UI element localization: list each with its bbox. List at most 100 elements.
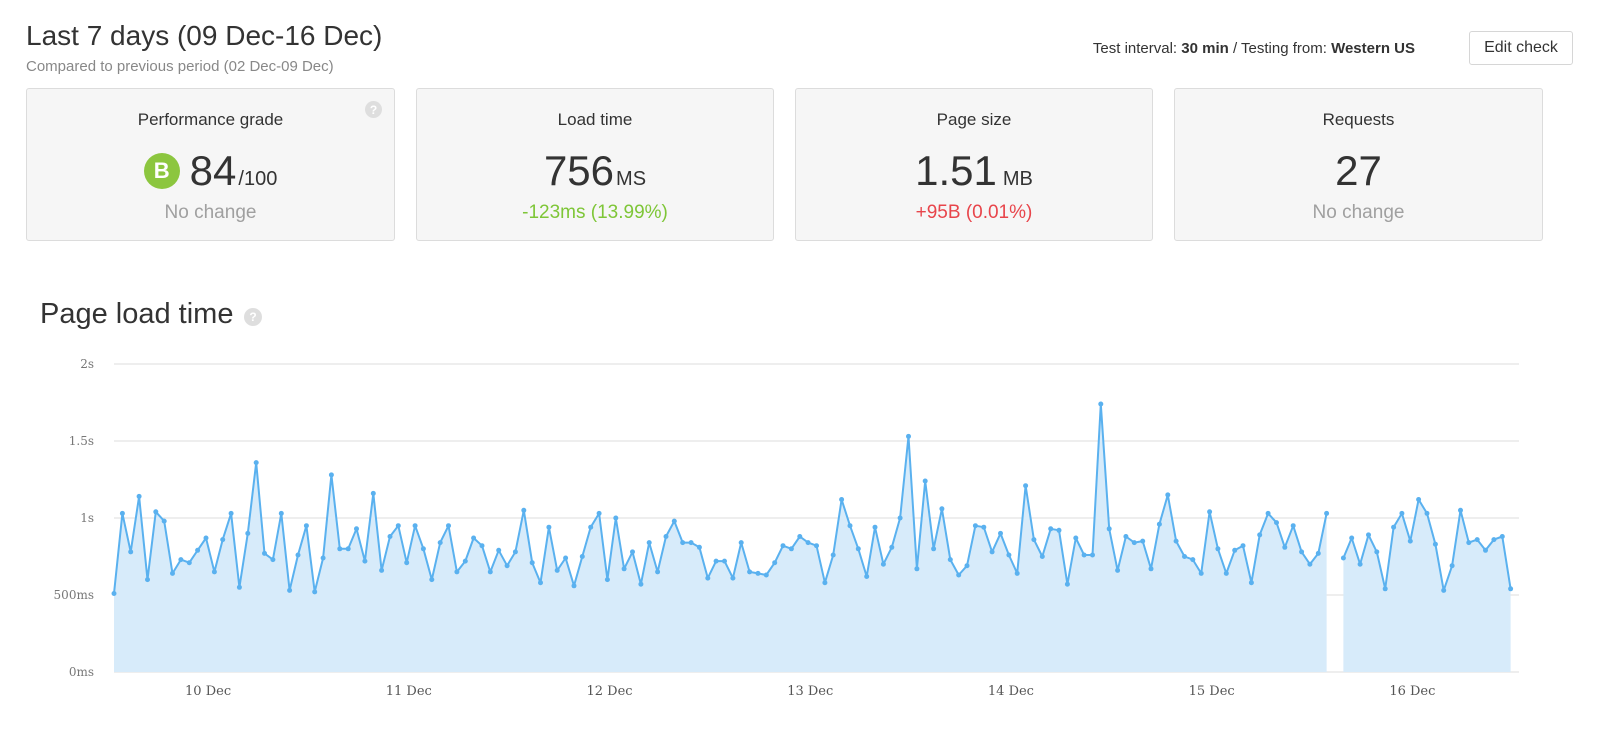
data-point [471,535,477,541]
data-point [1274,520,1279,526]
test-settings: Test interval: 30 min / Testing from: We… [1093,40,1415,57]
question-icon[interactable]: ? [244,308,262,326]
load-time-change: -123ms (13.99%) [522,202,668,223]
data-point [563,555,569,561]
data-point [897,515,903,521]
series-area [1343,499,1511,672]
data-point [596,510,602,516]
data-point [395,523,401,529]
data-point [496,547,502,553]
data-point [1474,537,1480,543]
data-point [145,577,150,583]
data-point [253,460,259,466]
data-point [922,478,928,484]
data-point [1366,532,1371,538]
data-point [1290,523,1296,529]
data-point [1190,557,1196,563]
data-point [864,574,870,579]
data-point [236,584,242,590]
page-size-number: 1.51 [915,147,997,194]
requests-value: 27 [1175,147,1542,195]
card-title: Load time [557,110,633,129]
data-point [604,577,610,583]
data-point [956,572,962,578]
requests-number: 27 [1335,147,1382,194]
question-icon[interactable]: ? [365,101,382,118]
data-point [613,515,619,521]
data-point [1491,537,1497,543]
data-point [588,524,594,530]
data-point [722,558,727,564]
data-point [303,523,309,529]
data-point [1257,532,1263,538]
x-tick-label: 14 Dec [988,684,1034,699]
data-point [964,563,970,569]
data-point [914,566,920,572]
data-point [262,550,267,556]
data-point [1466,540,1472,546]
y-tick-label: 1.5s [69,434,94,448]
data-point [538,580,543,586]
data-point [1207,509,1213,515]
data-point [161,518,167,524]
data-point [370,490,376,496]
data-point [1324,510,1330,516]
data-point [412,523,418,529]
data-point [1023,483,1029,489]
data-point [772,560,778,566]
data-point [278,510,284,516]
data-point [312,589,318,595]
data-point [730,575,736,581]
grade-badge: B [143,153,180,189]
data-point [512,549,518,555]
data-point [663,534,669,539]
data-point [972,523,978,529]
load-time-number: 756 [543,147,615,194]
data-point [454,569,460,575]
page-size-unit: MB [1002,168,1033,190]
data-point [1299,549,1305,555]
data-point [931,546,937,552]
data-point [1014,570,1020,576]
data-point [1006,552,1012,558]
data-point [462,558,468,564]
card-title: Page size [936,110,1012,129]
data-point [1064,581,1070,587]
data-point [1215,546,1221,552]
data-point [1441,587,1447,593]
data-point [546,524,552,530]
data-point [153,509,159,515]
data-point [906,433,911,439]
data-point [1056,527,1062,533]
x-tick-label: 13 Dec [787,684,833,699]
data-point [387,534,393,539]
data-point [1081,552,1087,558]
data-point [839,497,845,502]
requests-change: No change [1312,202,1405,223]
data-point [404,560,410,566]
data-point [1173,538,1179,544]
y-tick-label: 0ms [69,665,94,679]
data-point [320,555,326,561]
x-tick-label: 12 Dec [586,684,632,699]
data-point [814,543,819,549]
data-point [437,540,443,546]
data-point [1223,570,1229,576]
edit-check-button[interactable]: Edit check [1469,31,1573,65]
data-point [1090,552,1095,558]
data-point [830,552,836,558]
data-point [211,569,217,575]
grade-value: B 84/100 [27,147,394,195]
load-time-value: 756 MS [417,147,773,195]
settings-separator: / [1228,40,1242,57]
data-point [178,557,184,563]
data-point [1098,401,1104,407]
data-point [479,543,485,549]
data-point [1399,510,1405,516]
data-point [1031,537,1037,543]
data-point [521,507,527,513]
grade-score: 84 [189,147,237,194]
data-point [1282,544,1288,550]
data-point [504,563,510,569]
data-point [1240,543,1246,549]
